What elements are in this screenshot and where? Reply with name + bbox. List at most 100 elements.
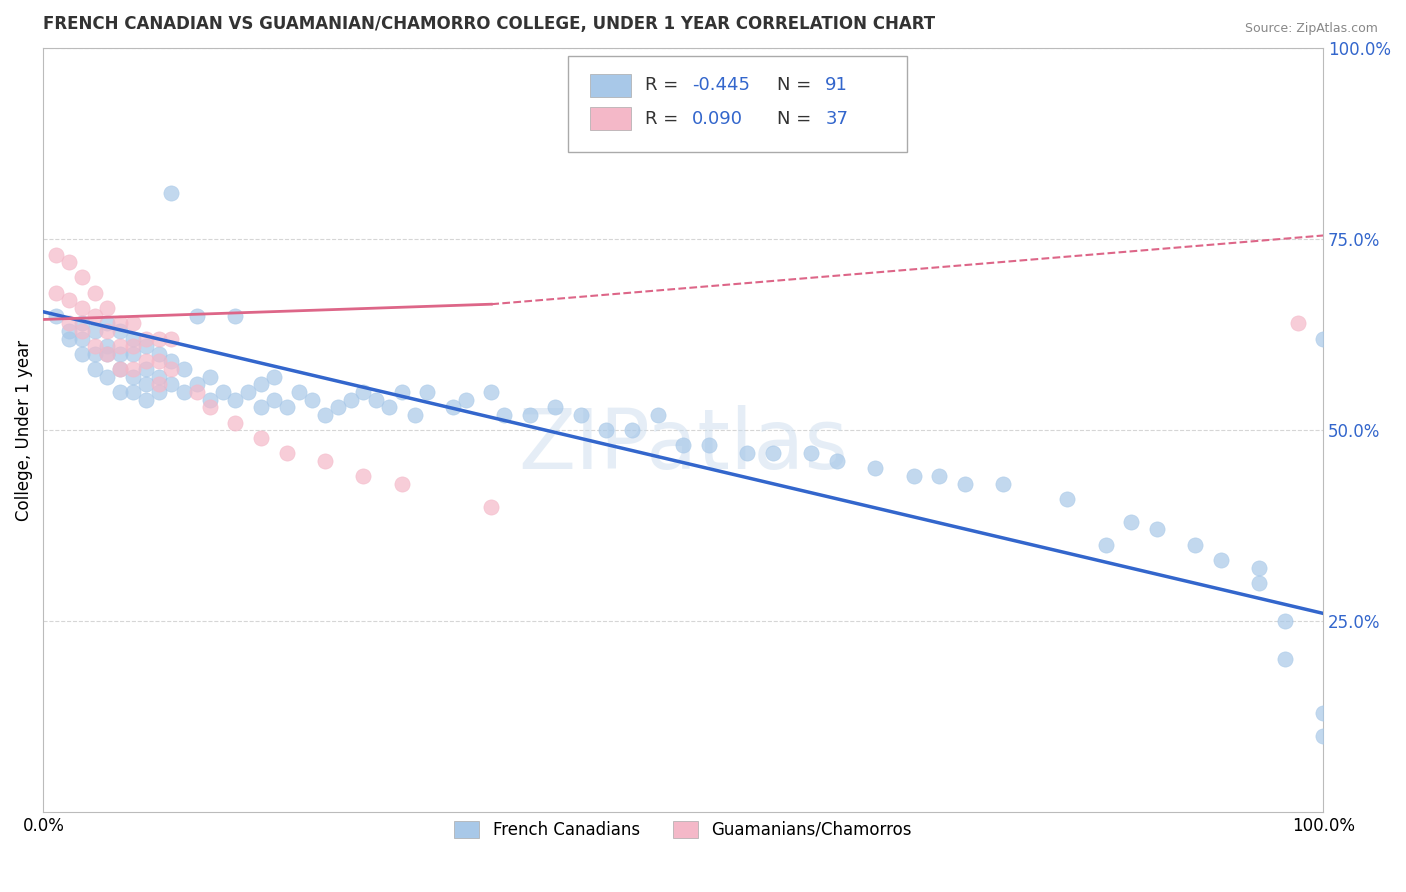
Point bbox=[1286, 316, 1309, 330]
Point bbox=[953, 476, 976, 491]
Text: ZIPatlas: ZIPatlas bbox=[519, 405, 848, 486]
Point bbox=[160, 186, 183, 201]
Point bbox=[45, 309, 67, 323]
Bar bbox=[591, 74, 631, 96]
Point bbox=[1312, 729, 1334, 743]
Legend: French Canadians, Guamanians/Chamorros: French Canadians, Guamanians/Chamorros bbox=[447, 814, 918, 846]
Point bbox=[735, 446, 758, 460]
Point bbox=[494, 408, 516, 422]
Point bbox=[96, 369, 118, 384]
Point bbox=[647, 408, 669, 422]
Point bbox=[122, 369, 145, 384]
Point bbox=[288, 384, 311, 399]
Point bbox=[198, 392, 221, 407]
Point bbox=[148, 384, 170, 399]
Point bbox=[697, 438, 720, 452]
Point bbox=[224, 416, 246, 430]
Point bbox=[108, 339, 131, 353]
Point bbox=[800, 446, 823, 460]
Point bbox=[122, 347, 145, 361]
Point bbox=[1184, 538, 1206, 552]
Point bbox=[352, 469, 374, 483]
Point bbox=[391, 476, 413, 491]
Point bbox=[70, 332, 93, 346]
Point bbox=[122, 384, 145, 399]
Text: N =: N = bbox=[776, 110, 817, 128]
Point bbox=[70, 301, 93, 315]
Point bbox=[70, 270, 93, 285]
Point bbox=[352, 384, 374, 399]
Point bbox=[122, 316, 145, 330]
Point bbox=[621, 423, 644, 437]
Point bbox=[276, 401, 298, 415]
Point bbox=[186, 309, 208, 323]
Point bbox=[160, 332, 183, 346]
Point bbox=[250, 401, 273, 415]
Point bbox=[108, 347, 131, 361]
Point bbox=[519, 408, 541, 422]
Point bbox=[378, 401, 401, 415]
Point bbox=[70, 316, 93, 330]
Text: FRENCH CANADIAN VS GUAMANIAN/CHAMORRO COLLEGE, UNDER 1 YEAR CORRELATION CHART: FRENCH CANADIAN VS GUAMANIAN/CHAMORRO CO… bbox=[44, 15, 935, 33]
Point bbox=[1249, 560, 1271, 574]
Point bbox=[108, 324, 131, 338]
Point bbox=[108, 384, 131, 399]
Text: R =: R = bbox=[645, 110, 683, 128]
Point bbox=[391, 384, 413, 399]
Point bbox=[314, 453, 336, 467]
Point bbox=[1312, 332, 1334, 346]
Point bbox=[479, 500, 502, 514]
Point bbox=[903, 469, 925, 483]
Text: 0.090: 0.090 bbox=[692, 110, 744, 128]
Point bbox=[1121, 515, 1143, 529]
Point bbox=[224, 309, 246, 323]
Point bbox=[108, 362, 131, 376]
Point bbox=[173, 362, 195, 376]
Point bbox=[160, 362, 183, 376]
Point bbox=[58, 255, 80, 269]
Point bbox=[224, 392, 246, 407]
Point bbox=[148, 332, 170, 346]
Point bbox=[83, 309, 105, 323]
Point bbox=[993, 476, 1015, 491]
Point bbox=[263, 392, 285, 407]
Point bbox=[96, 301, 118, 315]
Point bbox=[198, 401, 221, 415]
Point bbox=[160, 377, 183, 392]
Point bbox=[96, 316, 118, 330]
Point bbox=[1056, 491, 1078, 506]
Point bbox=[83, 339, 105, 353]
Bar bbox=[591, 107, 631, 130]
Point bbox=[122, 362, 145, 376]
Point bbox=[762, 446, 785, 460]
Point bbox=[1274, 652, 1296, 666]
Point bbox=[250, 377, 273, 392]
Point bbox=[108, 316, 131, 330]
Point bbox=[148, 369, 170, 384]
Point bbox=[1249, 575, 1271, 590]
Point bbox=[186, 384, 208, 399]
Point bbox=[135, 332, 157, 346]
Point bbox=[366, 392, 388, 407]
Point bbox=[211, 384, 233, 399]
Point bbox=[96, 347, 118, 361]
Point bbox=[186, 377, 208, 392]
Point bbox=[672, 438, 695, 452]
Point bbox=[135, 354, 157, 368]
Point bbox=[58, 332, 80, 346]
Point bbox=[135, 339, 157, 353]
Text: Source: ZipAtlas.com: Source: ZipAtlas.com bbox=[1244, 22, 1378, 36]
Point bbox=[58, 324, 80, 338]
Point bbox=[1146, 523, 1168, 537]
Point bbox=[314, 408, 336, 422]
Point bbox=[83, 324, 105, 338]
Point bbox=[58, 316, 80, 330]
Point bbox=[58, 293, 80, 308]
Text: 37: 37 bbox=[825, 110, 848, 128]
Point bbox=[148, 347, 170, 361]
Point bbox=[825, 453, 848, 467]
Point bbox=[122, 339, 145, 353]
Point bbox=[569, 408, 592, 422]
Point bbox=[1274, 614, 1296, 628]
Point bbox=[96, 339, 118, 353]
